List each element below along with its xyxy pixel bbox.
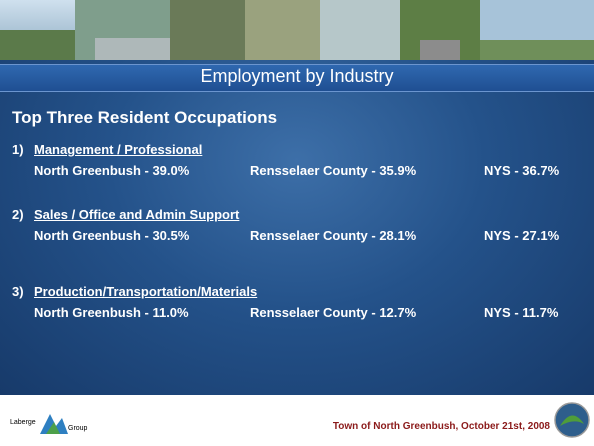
item-name: Management / Professional: [34, 142, 202, 157]
heading: Top Three Resident Occupations: [12, 108, 277, 128]
stat: NYS - 11.7%: [484, 305, 558, 320]
stat: North Greenbush - 11.0%: [34, 305, 189, 320]
item-number: 1): [12, 142, 24, 157]
item-number: 2): [12, 207, 24, 222]
company-logo: Laberge Group: [10, 408, 100, 438]
item-number: 3): [12, 284, 24, 299]
stat: Rensselaer County - 35.9%: [250, 163, 416, 178]
logo-text: Laberge: [10, 419, 36, 426]
item-name: Sales / Office and Admin Support: [34, 207, 239, 222]
stat: North Greenbush - 30.5%: [34, 228, 189, 243]
stat: North Greenbush - 39.0%: [34, 163, 189, 178]
slide-title: Employment by Industry: [0, 66, 594, 87]
photo-strip: [0, 0, 594, 60]
item-name: Production/Transportation/Materials: [34, 284, 257, 299]
stat: Rensselaer County - 28.1%: [250, 228, 416, 243]
footer-caption: Town of North Greenbush, October 21st, 2…: [333, 421, 550, 432]
stat: NYS - 36.7%: [484, 163, 559, 178]
stat: Rensselaer County - 12.7%: [250, 305, 416, 320]
stat: NYS - 27.1%: [484, 228, 559, 243]
town-seal: [554, 402, 590, 438]
logo-text: Group: [68, 425, 88, 432]
slide: Employment by Industry Top Three Residen…: [0, 0, 594, 446]
